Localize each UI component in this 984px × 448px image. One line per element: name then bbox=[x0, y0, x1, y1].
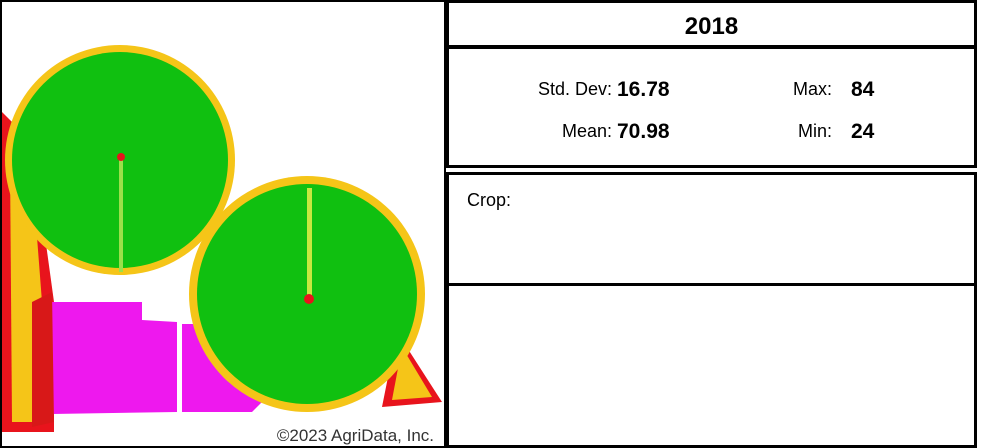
stat-value: 24 bbox=[851, 120, 875, 143]
copyright: ©2023 AgriData, Inc. bbox=[277, 426, 434, 445]
stat-label: Min: bbox=[797, 121, 832, 141]
stat-label: Std. Dev: bbox=[537, 79, 612, 99]
yield-map: ©2023 AgriData, Inc. bbox=[2, 45, 442, 445]
empty-box bbox=[446, 283, 977, 448]
pivot-track bbox=[119, 154, 123, 272]
pivot-center bbox=[117, 153, 125, 161]
pivot-center bbox=[304, 294, 314, 304]
crop-box: Crop: bbox=[446, 172, 977, 286]
stat-label: Mean: bbox=[561, 121, 612, 141]
title-box: 2018 bbox=[446, 0, 977, 48]
map-panel: ©2023 AgriData, Inc. bbox=[0, 0, 446, 448]
crop-label: Crop: bbox=[467, 190, 512, 210]
field-zone bbox=[52, 302, 177, 414]
stat-label: Max: bbox=[792, 79, 832, 99]
stat-value: 84 bbox=[851, 78, 875, 101]
pivot-track bbox=[307, 188, 312, 298]
stats-box: Std. Dev: 16.78 Max: 84 Mean: 70.98 Min:… bbox=[446, 46, 977, 168]
stat-value: 16.78 bbox=[617, 78, 670, 101]
field-edge bbox=[32, 292, 54, 427]
year-title: 2018 bbox=[684, 13, 739, 40]
stat-value: 70.98 bbox=[617, 120, 670, 143]
